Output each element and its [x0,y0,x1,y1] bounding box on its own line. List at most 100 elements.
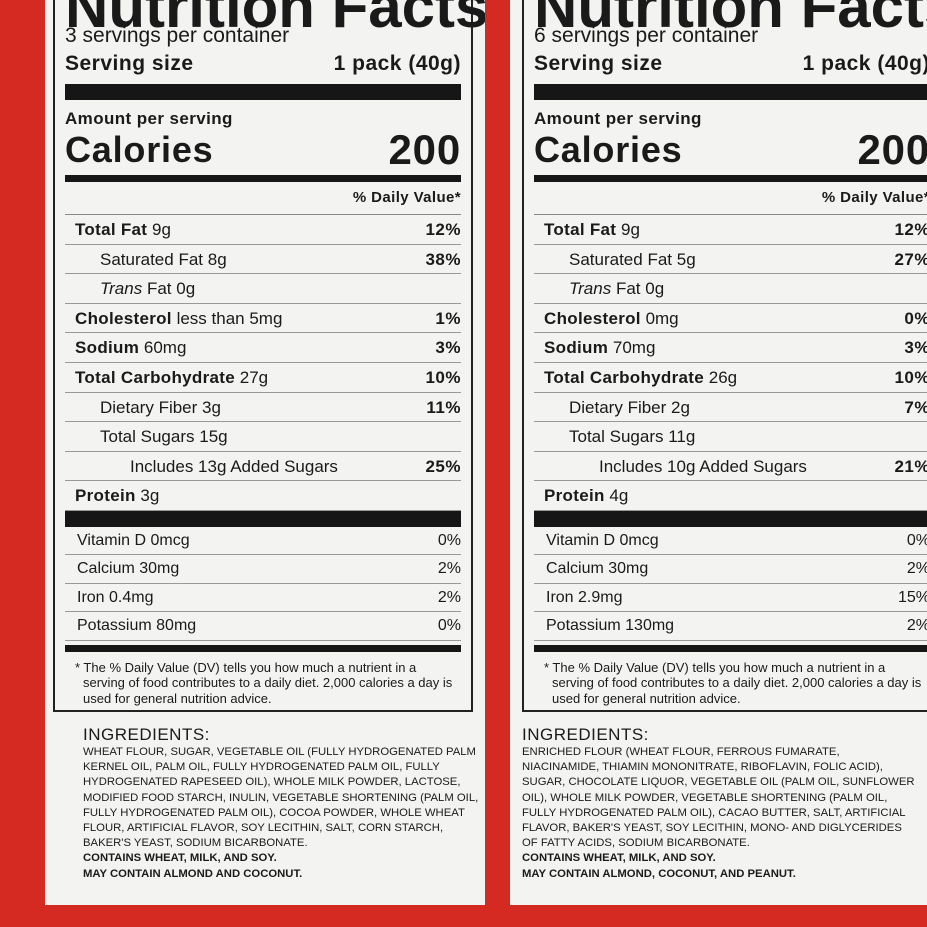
rule [65,84,461,100]
nutrient-name: Total Fat [75,220,148,239]
vitamin-name: Vitamin D 0mcg [77,531,190,549]
nutrient-label: Sodium 70mg [544,333,655,362]
nutrient-row: Total Carbohydrate 27g 10% [65,363,461,393]
allergen-contains: CONTAINS WHEAT, MILK, AND SOY. [522,852,716,865]
nutrient-name: Fat [146,279,172,299]
nutrient-amount: 15g [199,427,228,447]
nutrient-row: Total Fat 9g 12% [534,215,927,245]
vitamin-row: Calcium 30mg 2% [65,555,461,584]
nutrient-row: Saturated Fat 8g 38% [65,245,461,275]
calories-value: 200 [388,126,461,173]
serving-size: Serving size 1 pack (40g) [534,50,927,78]
rule [65,644,461,652]
vitamin-name: Iron 2.9mg [546,588,623,606]
nutrient-amount: 11g [668,427,696,447]
servings: 3 servings per container [65,24,290,47]
nutrient-row: Includes 10g Added Sugars 21% [534,452,927,482]
nutrient-row: Total Carbohydrate 26g 10% [534,363,927,393]
vitamin-name: Potassium 80mg [77,617,197,635]
vitamin-dv: 0% [906,531,927,549]
serving-size-value: 1 pack (40g) [333,52,461,75]
nutrient-name: Total Fat [544,220,617,239]
nutrient-label: Includes 13g Added Sugars [130,452,338,481]
nutrient-amount: 8g [207,249,227,269]
ingredients-text: WHEAT FLOUR, SUGAR, VEGETABLE OIL (FULLY… [83,746,479,850]
vitamin-row: Potassium 80mg 0% [65,612,461,641]
nutrient-name: Protein [75,486,136,506]
nutrient-row: Protein 4g [534,481,927,511]
servings: 6 servings per container [534,24,759,47]
nutrient-label: Dietary Fiber 3g [100,393,221,422]
nutrient-name: Fat [615,279,641,299]
serving-size-value: 1 pack (40g) [802,52,927,75]
serving-size-label: Serving size [65,52,194,75]
nutrient-name: Protein [544,486,605,506]
nutrient-amount: 0mg [645,308,679,328]
amount-per-serving: Amount per serving [534,109,702,128]
nutrient-amount: 60mg [143,338,187,358]
label-panel: Nutrition Facts 3 servings per container S… [45,0,485,905]
nutrition-facts-box: Nutrition Facts 6 servings per container S… [522,0,927,712]
nutrient-label: Saturated Fat 8g [100,245,227,274]
nutrient-label: Trans Fat 0g [100,274,195,303]
nutrient-name: Total Carbohydrate [544,367,704,387]
nutrient-row: Trans Fat 0g [534,274,927,304]
nutrient-row: Protein 3g [65,481,461,511]
nutrient-name: Dietary Fiber [569,397,667,417]
vitamin-dv: 15% [897,588,927,606]
vitamin-name: Vitamin D 0mcg [546,531,659,549]
daily-value: 12% [894,220,927,239]
nutrient-row: Sodium 60mg 3% [65,333,461,363]
vitamin-name: Iron 0.4mg [77,588,154,606]
nutrient-label: Trans Fat 0g [569,274,664,303]
nutrient-name: Total Carbohydrate [75,367,235,387]
ingredients: INGREDIENTS: ENRICHED FLOUR (WHEAT FLOUR,… [522,725,918,882]
daily-value: 0% [904,308,927,328]
ingredients-text: ENRICHED FLOUR (WHEAT FLOUR, FERROUS FUM… [522,746,915,850]
calories-label: Calories [534,129,683,170]
allergen-may-contain: MAY CONTAIN ALMOND, COCONUT, AND PEANUT. [522,867,796,880]
nutrient-label: Cholesterol less than 5mg [75,304,282,333]
nutrient-label: Saturated Fat 5g [569,245,696,274]
daily-value: 12% [425,220,461,239]
footnote: * The % Daily Value (DV) tells you how m… [544,659,922,706]
nutrient-name: Saturated Fat [569,249,673,269]
nutrient-label: Total Carbohydrate 26g [544,363,737,392]
nutrient-row: Cholesterol less than 5mg 1% [65,304,461,334]
footnote: * The % Daily Value (DV) tells you how m… [75,659,453,706]
nutrient-amount: 9g [621,220,640,239]
nutrient-amount: 5g [676,249,696,269]
daily-value: 10% [894,367,927,387]
vitamin-row: Potassium 130mg 2% [534,612,927,641]
nutrient-row: Dietary Fiber 3g 11% [65,393,461,423]
nutrient-amount: 3g [202,397,221,417]
vitamin-row: Iron 0.4mg 2% [65,584,461,613]
daily-value: 3% [435,338,461,358]
nutrient-name: Cholesterol [75,308,172,328]
vitamin-row: Iron 2.9mg 15% [534,584,927,613]
dv-header: % Daily Value* [65,182,461,215]
nutrient-row: Trans Fat 0g [65,274,461,304]
serving-size-label: Serving size [534,52,663,75]
nutrient-name: Saturated Fat [100,249,204,269]
nutrient-name: Dietary Fiber [100,397,198,417]
dv-header: % Daily Value* [534,182,927,215]
vitamin-dv: 2% [437,560,461,578]
nutrient-name-italic: Trans [569,279,612,299]
nutrient-amount: 2g [671,397,690,417]
nutrient-amount: 0g [176,279,196,299]
nutrient-label: Total Fat 9g [75,215,171,244]
vitamin-name: Calcium 30mg [77,560,180,578]
nutrient-amount: 3g [140,486,160,506]
ingredients: INGREDIENTS: WHEAT FLOUR, SUGAR, VEGETABL… [83,725,479,882]
calories: Calories 200 [534,129,927,171]
nutrient-amount: 9g [152,220,171,239]
vitamin-row: Vitamin D 0mcg 0% [534,527,927,556]
rule [534,510,927,527]
nutrient-amount: 26g [708,367,738,387]
nutrient-label: Protein 3g [75,481,159,510]
nutrient-amount: less than 5mg [176,308,283,328]
serving-size: Serving size 1 pack (40g) [65,50,461,78]
daily-value: 25% [425,456,461,476]
vitamin-dv: 2% [906,560,927,578]
